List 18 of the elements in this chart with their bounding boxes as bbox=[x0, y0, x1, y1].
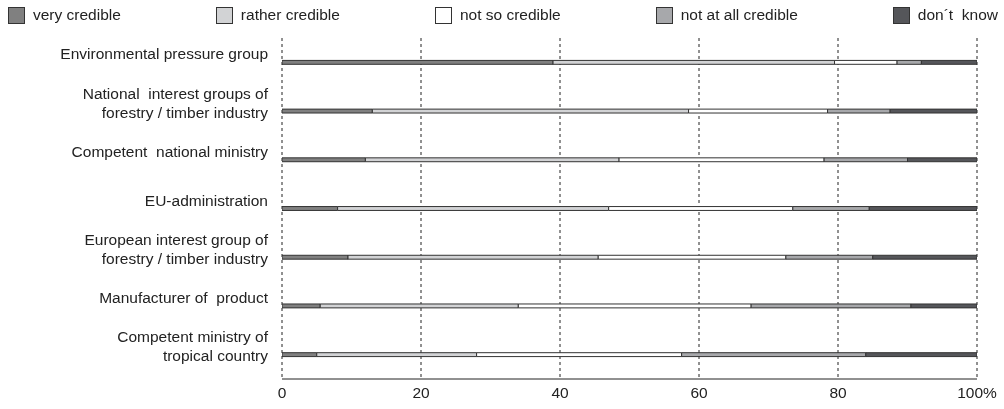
x-tick-label: 40 bbox=[551, 384, 569, 402]
y-tick-label: Manufacturer of product bbox=[99, 288, 269, 306]
x-tick-label: 20 bbox=[412, 384, 430, 402]
legend-label: not at all credible bbox=[680, 6, 798, 24]
y-tick-label: Environmental pressure group bbox=[60, 45, 268, 63]
y-tick-label: EU-administration bbox=[144, 191, 268, 209]
y-tick-label: Competent national ministry bbox=[71, 142, 269, 160]
legend-label: don´t know bbox=[917, 6, 998, 24]
legend-label: not so credible bbox=[459, 6, 561, 24]
legend-label: very credible bbox=[33, 6, 121, 24]
x-tick-label: 80 bbox=[829, 384, 847, 402]
x-tick-label: 0 bbox=[277, 384, 287, 402]
y-tick-label: European interest group of forestry / timber industry bbox=[84, 230, 269, 267]
x-tick-label: 60 bbox=[690, 384, 708, 402]
y-tick-label: National interest groups of forestry / timber industry bbox=[82, 84, 269, 121]
x-tick-label: 100% bbox=[957, 384, 998, 402]
legend-label: rather credible bbox=[240, 6, 340, 24]
y-tick-label: Competent ministry of tropical country bbox=[117, 328, 269, 365]
